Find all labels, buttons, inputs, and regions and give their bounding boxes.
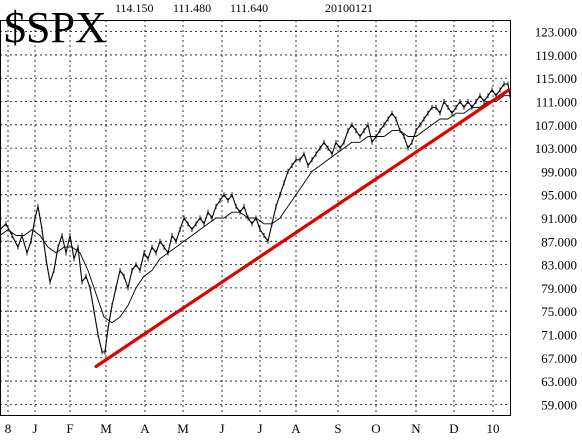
plot-border [0, 20, 511, 416]
y-tick-label: 115.000 [535, 71, 577, 86]
x-tick-label: J [32, 421, 37, 436]
y-tick-label: 123.000 [535, 25, 577, 40]
y-tick-label: 95.000 [541, 188, 577, 203]
low-value: 111.480 [173, 1, 211, 15]
support-trendline [94, 88, 511, 369]
y-tick-label: 107.000 [535, 118, 577, 133]
x-tick-label: A [140, 421, 150, 436]
y-tick-label: 59.000 [541, 397, 577, 412]
x-tick-label: N [411, 421, 421, 436]
x-tick-label: O [371, 421, 380, 436]
grid [0, 20, 511, 416]
y-tick-label: 67.000 [541, 351, 577, 366]
y-tick-label: 83.000 [541, 258, 577, 273]
y-tick-label: 75.000 [541, 304, 577, 319]
axes: 123.000 119.000 115.000 111.000 107.000 103.0… [0, 20, 577, 436]
y-tick-label: 87.000 [541, 234, 577, 249]
price-series-line [0, 83, 511, 353]
y-tick-label: 119.000 [535, 48, 577, 63]
x-tick-label: J [219, 421, 224, 436]
moving-average-line [0, 95, 510, 324]
x-tick-label: A [291, 421, 301, 436]
header: $SPX 114.150 111.480 111.640 20100121 [4, 1, 373, 52]
y-tick-label: 79.000 [541, 281, 577, 296]
symbol-label: $SPX [4, 3, 107, 52]
series-layer [0, 81, 511, 355]
x-tick-label: 10 [487, 421, 500, 436]
close-value: 111.640 [230, 1, 268, 15]
date-value: 20100121 [325, 1, 373, 15]
y-tick-label: 99.000 [541, 164, 577, 179]
x-tick-label: F [66, 421, 73, 436]
y-tick-label: 71.000 [541, 327, 577, 342]
y-tick-label: 63.000 [541, 374, 577, 389]
y-tick-label: 111.000 [536, 95, 577, 110]
x-tick-label: J [257, 421, 262, 436]
x-tick-label: 8 [5, 421, 12, 436]
x-tick-label: S [334, 421, 341, 436]
x-tick-label: M [100, 421, 112, 436]
x-tick-label: D [449, 421, 458, 436]
x-tick-label: M [177, 421, 189, 436]
high-value: 114.150 [115, 1, 154, 15]
y-tick-label: 91.000 [541, 211, 577, 226]
y-tick-label: 103.000 [535, 141, 577, 156]
trendline-layer [94, 88, 511, 369]
